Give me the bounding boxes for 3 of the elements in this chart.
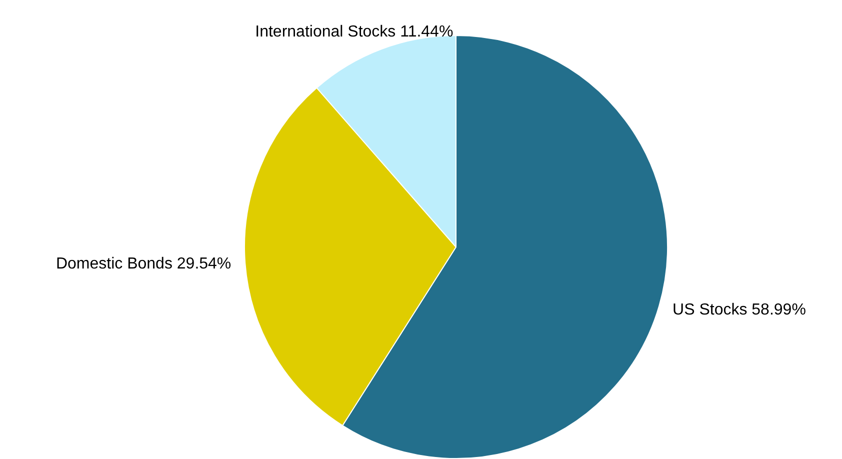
slice-label: Domestic Bonds 29.54% — [56, 256, 232, 273]
slice-label: International Stocks 11.44% — [255, 24, 454, 41]
slice-label: US Stocks 58.99% — [672, 301, 806, 318]
